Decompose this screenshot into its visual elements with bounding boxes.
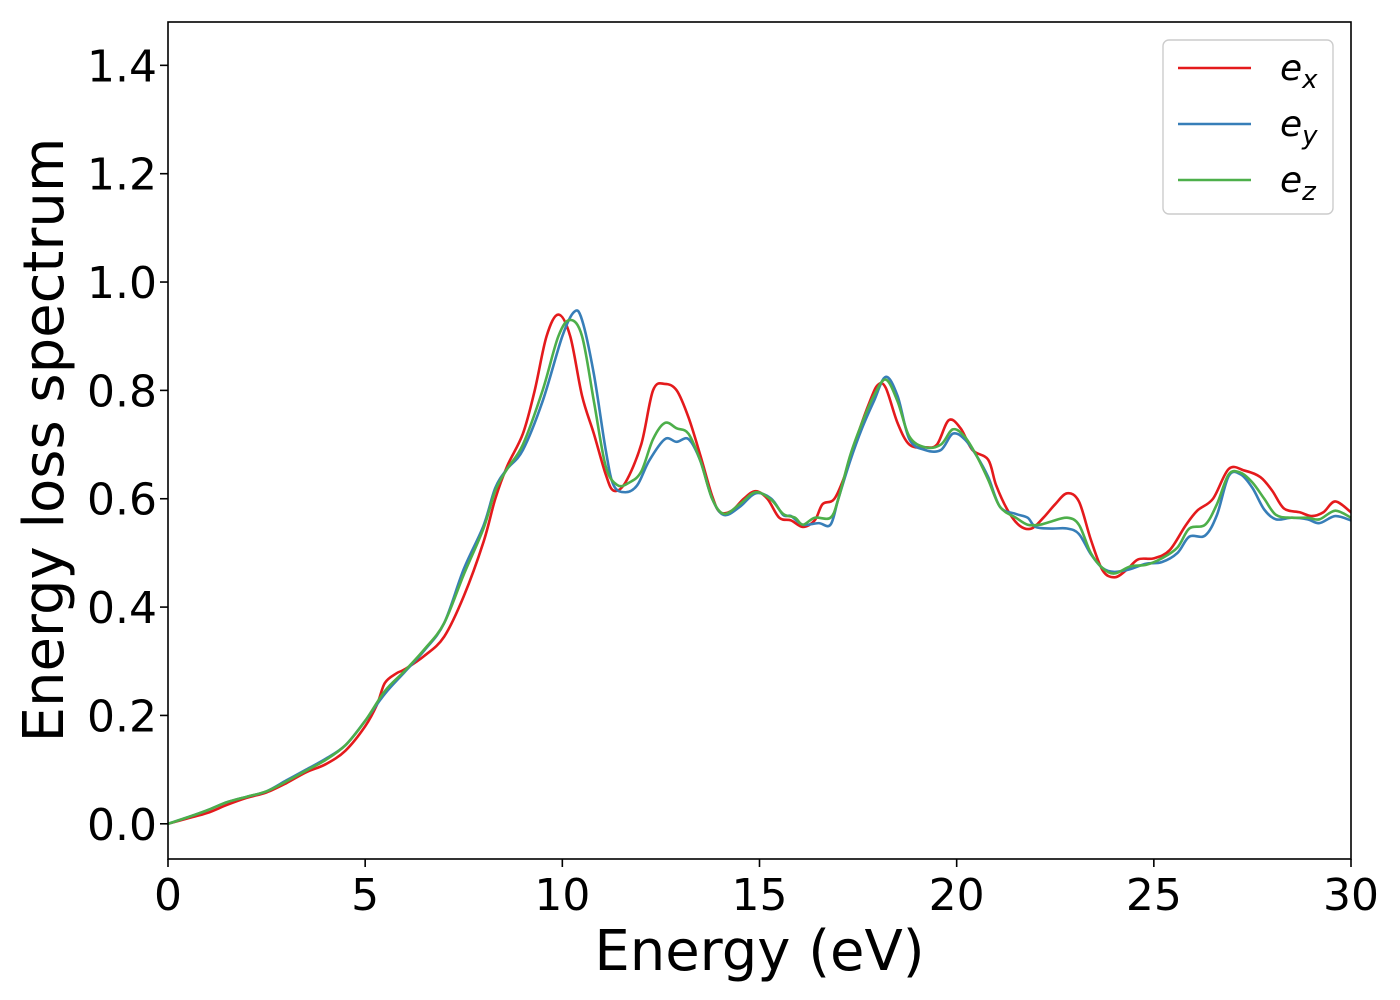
legend-box bbox=[1162, 39, 1334, 215]
x-tick-label: 10 bbox=[534, 870, 590, 921]
y-tick-label: 0.4 bbox=[87, 583, 157, 634]
x-axis-label: Energy (eV) bbox=[594, 919, 924, 984]
x-tick-label: 30 bbox=[1323, 870, 1379, 921]
series-layer bbox=[168, 309, 1351, 826]
series-line-ex bbox=[168, 313, 1351, 826]
y-tick-label: 0.0 bbox=[87, 800, 157, 851]
y-tick-label: 0.2 bbox=[87, 691, 157, 742]
x-tick-label: 25 bbox=[1126, 870, 1182, 921]
x-tick-label: 15 bbox=[732, 870, 788, 921]
y-axis: 0.0 0.2 0.4 0.6 0.8 1.0 1.2 1.4 bbox=[87, 41, 168, 851]
y-tick-label: 1.0 bbox=[87, 258, 157, 309]
y-tick-label: 1.4 bbox=[87, 41, 157, 92]
x-tick-label: 20 bbox=[929, 870, 985, 921]
series-line-ez bbox=[168, 318, 1351, 826]
x-tick-label: 0 bbox=[154, 870, 182, 921]
x-tick-label: 5 bbox=[351, 870, 379, 921]
y-tick-label: 0.8 bbox=[87, 366, 157, 417]
y-axis-label: Energy loss spectrum bbox=[12, 138, 77, 743]
y-tick-label: 1.2 bbox=[87, 150, 157, 201]
x-axis: 0 5 10 15 20 25 30 bbox=[154, 859, 1379, 921]
y-tick-label: 0.6 bbox=[87, 475, 157, 526]
